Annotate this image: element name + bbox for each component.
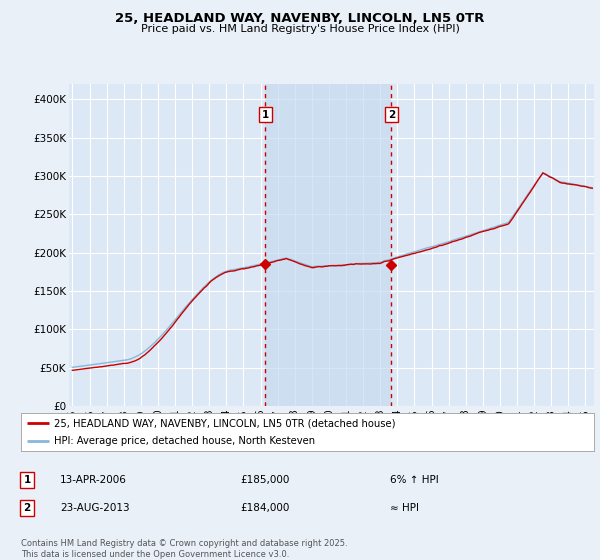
Text: £184,000: £184,000 [240,503,289,513]
Text: 2: 2 [23,503,31,513]
Text: Price paid vs. HM Land Registry's House Price Index (HPI): Price paid vs. HM Land Registry's House … [140,24,460,34]
Text: £185,000: £185,000 [240,475,289,485]
Text: 2: 2 [388,110,395,120]
Text: 25, HEADLAND WAY, NAVENBY, LINCOLN, LN5 0TR: 25, HEADLAND WAY, NAVENBY, LINCOLN, LN5 … [115,12,485,25]
Text: 1: 1 [262,110,269,120]
Text: 13-APR-2006: 13-APR-2006 [60,475,127,485]
Text: 1: 1 [23,475,31,485]
Text: Contains HM Land Registry data © Crown copyright and database right 2025.
This d: Contains HM Land Registry data © Crown c… [21,539,347,559]
Text: HPI: Average price, detached house, North Kesteven: HPI: Average price, detached house, Nort… [53,436,315,446]
Text: 23-AUG-2013: 23-AUG-2013 [60,503,130,513]
Bar [265,84,391,406]
Text: ≈ HPI: ≈ HPI [390,503,419,513]
Text: 25, HEADLAND WAY, NAVENBY, LINCOLN, LN5 0TR (detached house): 25, HEADLAND WAY, NAVENBY, LINCOLN, LN5 … [53,418,395,428]
Text: 6% ↑ HPI: 6% ↑ HPI [390,475,439,485]
